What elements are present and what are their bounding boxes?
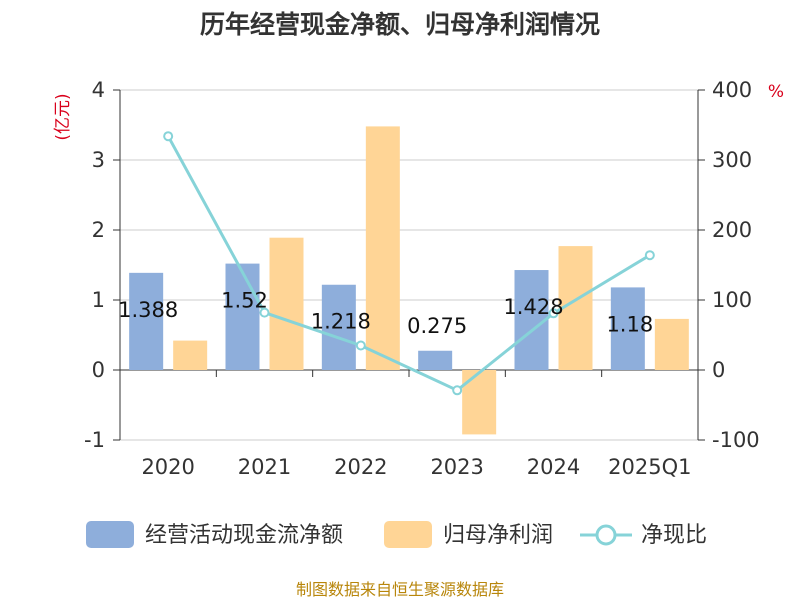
x-category-label: 2024 <box>527 455 580 479</box>
cashflow-bar <box>418 350 453 370</box>
legend-label-cashflow: 经营活动现金流净额 <box>145 523 343 548</box>
data-labels: 1.388 1.52 1.218 0.275 1.428 1.18 <box>118 289 653 338</box>
cashflow-bar <box>321 284 356 370</box>
right-tick-label: 100 <box>712 288 752 312</box>
legend: 经营活动现金流净额 归母净利润 净现比 <box>86 521 707 548</box>
cashflow-bar <box>129 272 164 370</box>
right-tick-label: 200 <box>712 218 752 242</box>
x-category-label: 2023 <box>430 455 483 479</box>
right-axis-unit: % <box>768 82 784 102</box>
x-axis-categories: 2020 2021 2022 2023 2024 2025Q1 <box>141 455 691 479</box>
x-category-label: 2025Q1 <box>608 455 691 479</box>
right-tick-label: 400 <box>712 78 752 102</box>
left-axis-unit: (亿元) <box>53 93 73 140</box>
ratio-point <box>548 308 559 319</box>
ratio-point <box>355 340 366 351</box>
cashflow-data-label: 0.275 <box>407 314 467 338</box>
right-axis-ticks: 400 300 200 100 0 -100 <box>698 78 760 452</box>
x-category-label: 2020 <box>141 455 194 479</box>
x-category-label: 2021 <box>238 455 291 479</box>
cashflow-bar <box>225 263 260 370</box>
net-profit-bar <box>462 370 497 435</box>
left-tick-label: 4 <box>92 78 105 102</box>
ratio-point <box>452 385 463 396</box>
x-category-label: 2022 <box>334 455 387 479</box>
ratio-point <box>644 250 655 261</box>
left-tick-label: -1 <box>84 428 105 452</box>
legend-swatch-cashflow <box>86 521 134 548</box>
legend-label-net-profit: 归母净利润 <box>443 523 553 548</box>
cashflow-data-label: 1.18 <box>606 312 653 336</box>
legend-marker-ratio <box>595 524 617 546</box>
right-tick-label: 300 <box>712 148 752 172</box>
left-axis-ticks: 4 3 2 1 0 -1 <box>84 78 120 452</box>
cashflow-data-label: 1.52 <box>221 289 268 313</box>
legend-swatch-net-profit <box>384 521 432 548</box>
gridlines <box>120 89 698 441</box>
right-tick-label: 0 <box>712 358 725 382</box>
left-tick-label: 2 <box>92 218 105 242</box>
cashflow-data-label: 1.218 <box>311 310 371 334</box>
left-tick-label: 3 <box>92 148 105 172</box>
right-tick-label: -100 <box>712 428 760 452</box>
net-profit-bar <box>269 237 304 370</box>
net-profit-bar <box>173 340 208 370</box>
net-profit-bar <box>365 126 400 371</box>
ratio-point <box>259 307 270 318</box>
ratio-line-series <box>163 131 655 396</box>
legend-label-ratio: 净现比 <box>641 523 707 548</box>
ratio-line <box>166 135 651 393</box>
source-note: 制图数据来自恒生聚源数据库 <box>296 580 504 599</box>
bars <box>129 126 689 435</box>
cashflow-bar <box>610 287 645 370</box>
ratio-point <box>163 131 174 142</box>
left-tick-label: 1 <box>92 288 105 312</box>
net-profit-bar <box>654 318 689 370</box>
chart-title: 历年经营现金净额、归母净利润情况 <box>200 10 600 39</box>
left-tick-label: 0 <box>92 358 105 382</box>
cashflow-data-label: 1.388 <box>118 298 178 322</box>
cashflow-data-label: 1.428 <box>503 295 563 319</box>
axes <box>119 90 699 440</box>
